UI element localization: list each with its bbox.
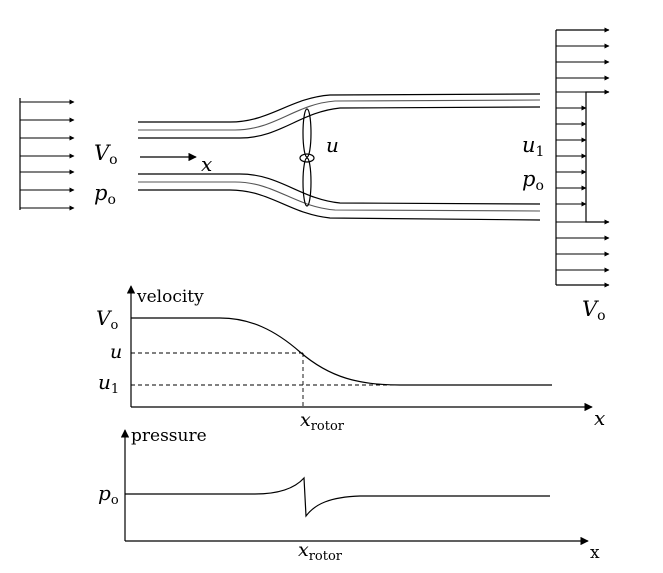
- pressure-title: pressure: [131, 426, 207, 446]
- wake-velocity-profile: [555, 27, 610, 288]
- rotor-blade-bottom: [302, 157, 312, 207]
- inlet-velocity-profile: [19, 98, 75, 211]
- pressure-plot: pressure po x xrotor: [98, 426, 600, 564]
- streamline-top-outer: [138, 93, 541, 123]
- streamline-top-inner: [138, 106, 541, 139]
- velocity-x-label: x: [594, 406, 605, 430]
- velocity-label-u1: u1: [98, 370, 119, 397]
- velocity-label-vo: Vo: [96, 306, 118, 333]
- rotor-velocity-label: u: [326, 133, 339, 157]
- pressure-x-rotor-label: xrotor: [298, 539, 343, 564]
- streamline-bottom-inner: [138, 173, 541, 205]
- velocity-label-u: u: [110, 341, 122, 363]
- wake-profile-envelope: [556, 29, 609, 286]
- wake-velocity-label: u1: [522, 133, 544, 160]
- inlet-velocity-label: Vo: [94, 141, 118, 168]
- streamtube: [138, 93, 541, 221]
- outer-velocity-label: Vo: [582, 297, 606, 324]
- velocity-x-rotor-label: xrotor: [300, 409, 345, 434]
- rotor-blade-top: [302, 108, 312, 158]
- streamline-bottom-mid: [138, 181, 541, 212]
- axis-x-label: x: [201, 152, 212, 176]
- pressure-curve: [125, 476, 550, 518]
- pressure-x-label: x: [590, 543, 600, 563]
- rotor-hub: [299, 153, 315, 163]
- velocity-curve: [131, 317, 552, 386]
- wake-pressure-label: po: [522, 167, 544, 194]
- inlet-pressure-label: po: [94, 181, 116, 208]
- velocity-plot: velocity Vo u u1 x xrotor: [96, 285, 605, 434]
- pressure-label-po: po: [98, 481, 119, 508]
- rotor-disc: [299, 108, 315, 207]
- streamline-bottom-outer: [138, 189, 541, 221]
- streamline-top-mid: [138, 99, 541, 131]
- velocity-title: velocity: [136, 287, 204, 307]
